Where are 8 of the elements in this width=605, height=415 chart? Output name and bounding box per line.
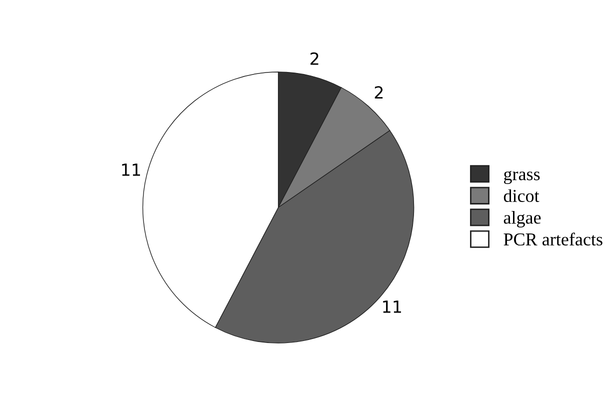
legend-label: PCR artefacts xyxy=(504,232,602,246)
data-label: 11 xyxy=(383,300,401,313)
data-label: 2 xyxy=(374,86,383,98)
legend-label: algae xyxy=(504,211,541,228)
legend-label: dicot xyxy=(504,189,540,202)
data-label: 2 xyxy=(310,52,318,65)
data-label: 11 xyxy=(122,164,140,176)
legend-label: grass xyxy=(504,170,540,184)
